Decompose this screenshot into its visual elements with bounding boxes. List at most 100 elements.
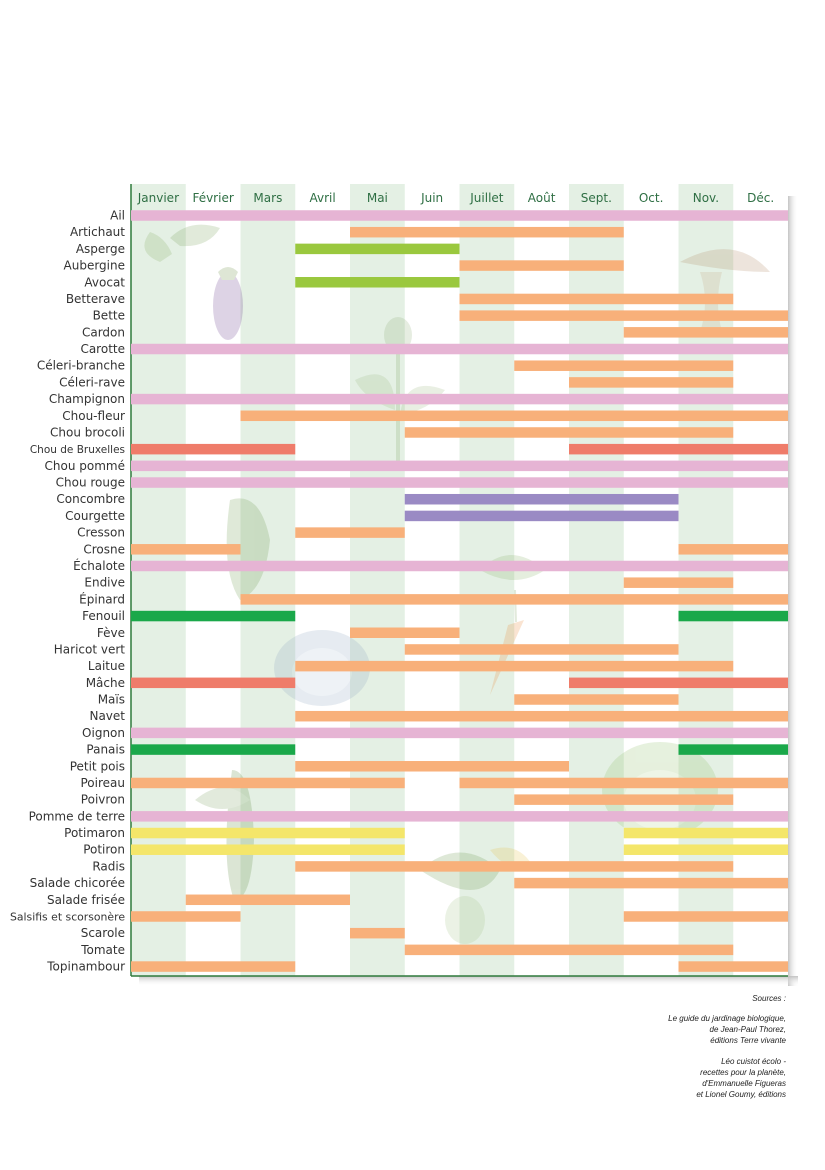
month-label: Janvier bbox=[137, 191, 179, 205]
source-line: recettes pour la planète, bbox=[700, 1068, 786, 1077]
source-line: éditions Terre vivante bbox=[710, 1036, 786, 1045]
vegetable-label: Artichaut bbox=[70, 225, 125, 239]
availability-bar bbox=[131, 210, 788, 221]
vegetable-label: Aubergine bbox=[64, 259, 125, 273]
vegetable-label: Salade frisée bbox=[47, 893, 125, 907]
availability-bar bbox=[240, 410, 788, 422]
vegetable-label: Courgette bbox=[65, 509, 125, 523]
availability-bar bbox=[185, 894, 350, 906]
vegetable-label: Panais bbox=[86, 743, 125, 757]
vegetable-label: Tomate bbox=[80, 943, 125, 957]
vegetable-label: Fenouil bbox=[82, 609, 125, 623]
vegetable-label: Scarole bbox=[81, 926, 125, 940]
vegetable-label: Radis bbox=[92, 859, 125, 873]
availability-bar bbox=[131, 560, 788, 572]
shadow-bottom bbox=[139, 976, 798, 986]
availability-bar bbox=[131, 811, 788, 822]
vegetable-label: Carotte bbox=[80, 342, 125, 356]
vegetable-label: Céleri-rave bbox=[59, 375, 125, 389]
availability-bar bbox=[131, 460, 788, 472]
vegetable-label: Fève bbox=[97, 626, 125, 640]
vegetable-label: Laitue bbox=[88, 659, 125, 673]
availability-bar bbox=[623, 911, 788, 922]
vegetable-label: Asperge bbox=[76, 242, 125, 256]
vegetable-labels: Ail Artichaut Asperge Aubergine Avocat Better… bbox=[10, 209, 125, 974]
vegetable-label: Mâche bbox=[86, 676, 125, 690]
availability-bar bbox=[295, 710, 788, 722]
sources-title: Sources : bbox=[752, 994, 786, 1003]
month-label: Août bbox=[528, 191, 556, 205]
availability-bar bbox=[678, 744, 788, 755]
availability-bar bbox=[404, 493, 679, 505]
vegetable-label: Potimaron bbox=[64, 826, 125, 840]
availability-bar bbox=[514, 794, 734, 805]
vegetable-label: Oignon bbox=[82, 726, 125, 740]
availability-bar bbox=[295, 527, 405, 538]
source-line: de Jean-Paul Thorez, bbox=[709, 1025, 787, 1034]
availability-bar bbox=[678, 610, 788, 622]
source-line: Le guide du jardinage biologique, bbox=[668, 1014, 786, 1023]
availability-bar bbox=[623, 327, 788, 338]
vegetable-label: Navet bbox=[89, 709, 125, 723]
availability-bar bbox=[131, 393, 788, 405]
availability-bar bbox=[623, 577, 734, 588]
availability-bar bbox=[404, 427, 734, 438]
availability-bar bbox=[295, 243, 460, 255]
vegetable-label: Avocat bbox=[84, 275, 125, 289]
availability-bar bbox=[678, 961, 788, 972]
vegetable-label: Crosne bbox=[83, 542, 125, 556]
availability-bar bbox=[131, 844, 405, 855]
vegetable-label: Champignon bbox=[49, 392, 125, 406]
month-label: Juin bbox=[420, 191, 443, 205]
availability-bar bbox=[569, 443, 788, 455]
source-reference-2: Léo cuistot écolo - recettes pour la pla… bbox=[566, 1056, 786, 1100]
availability-bars bbox=[131, 210, 788, 972]
vegetable-label: Salsifis et scorsonère bbox=[10, 911, 125, 923]
month-band bbox=[240, 184, 296, 976]
vegetable-label: Salade chicorée bbox=[30, 876, 125, 890]
availability-bar bbox=[295, 861, 734, 872]
availability-bar bbox=[131, 961, 296, 972]
vegetable-label: Pomme de terre bbox=[29, 809, 125, 823]
availability-bar bbox=[623, 827, 788, 839]
source-line: et Lionel Goumy, éditions bbox=[696, 1090, 786, 1099]
availability-bar bbox=[131, 343, 788, 355]
availability-bar bbox=[514, 360, 734, 371]
availability-bar bbox=[459, 293, 734, 305]
availability-bar bbox=[404, 644, 679, 655]
month-band bbox=[350, 184, 405, 976]
vegetable-label: Poivron bbox=[81, 793, 125, 807]
availability-bar bbox=[131, 544, 241, 555]
availability-bar bbox=[131, 443, 296, 455]
availability-bar bbox=[350, 627, 460, 638]
vegetable-label: Chou rouge bbox=[56, 476, 125, 490]
vegetable-label: Chou brocoli bbox=[50, 425, 125, 439]
availability-bar bbox=[295, 277, 460, 288]
vegetable-label: Chou pommé bbox=[45, 459, 125, 473]
availability-bar bbox=[350, 226, 624, 238]
month-label: Oct. bbox=[639, 191, 664, 205]
availability-bar bbox=[514, 694, 679, 705]
availability-bar bbox=[131, 744, 296, 755]
availability-bar bbox=[131, 610, 296, 622]
leek-illustration bbox=[226, 498, 270, 600]
shadow-right bbox=[788, 196, 798, 986]
vegetable-label: Cardon bbox=[82, 325, 125, 339]
month-label: Février bbox=[192, 191, 233, 205]
vegetable-label: Betterave bbox=[66, 292, 125, 306]
vegetable-label: Maïs bbox=[98, 693, 125, 707]
availability-bar bbox=[678, 544, 788, 555]
month-label: Nov. bbox=[693, 191, 719, 205]
vegetable-label: Cresson bbox=[77, 526, 125, 540]
availability-bar bbox=[459, 777, 788, 789]
lettuce-illustration bbox=[602, 742, 718, 838]
vegetable-label: Poireau bbox=[81, 776, 126, 790]
availability-bar bbox=[131, 827, 405, 839]
availability-bar bbox=[350, 927, 405, 939]
month-label: Déc. bbox=[747, 191, 774, 205]
month-label: Mars bbox=[253, 191, 282, 205]
vegetable-label: Concombre bbox=[56, 492, 125, 506]
availability-bar bbox=[131, 677, 296, 689]
vegetable-label: Potiron bbox=[83, 843, 125, 857]
vegetable-label: Topinambour bbox=[46, 960, 125, 974]
